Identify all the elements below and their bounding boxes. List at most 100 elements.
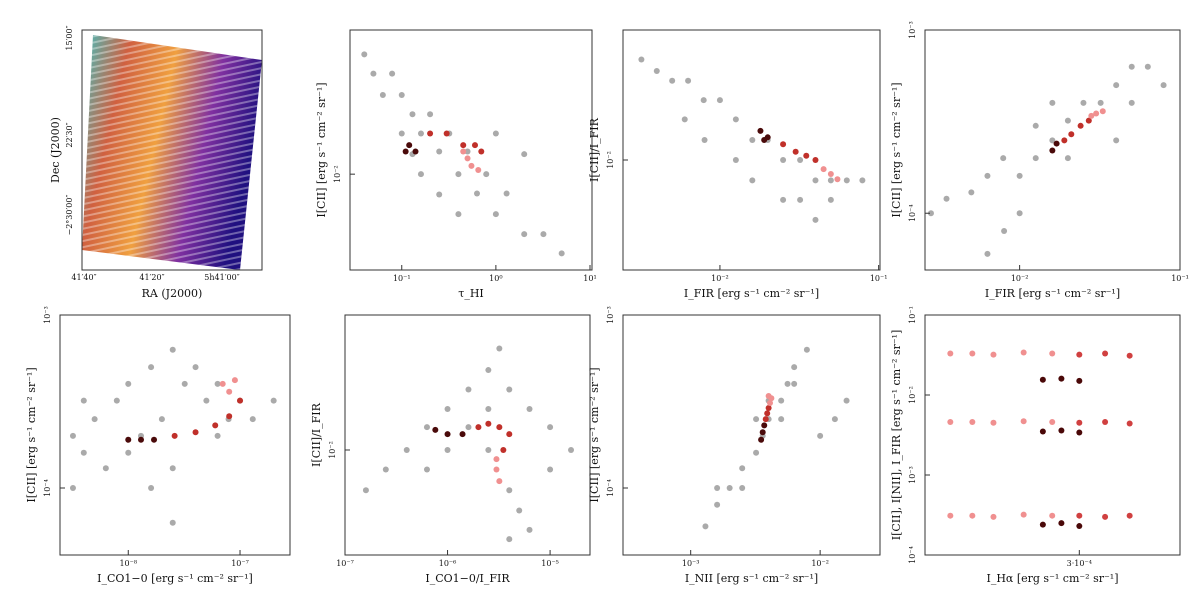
point	[1053, 140, 1060, 147]
y-tick-label: 22′30″	[65, 122, 74, 147]
point	[1058, 427, 1065, 434]
point	[125, 436, 132, 443]
point	[436, 191, 443, 198]
point	[1000, 155, 1007, 162]
point	[151, 436, 158, 443]
point	[427, 111, 434, 118]
point	[485, 446, 492, 453]
x-axis-label: I_FIR [erg s⁻¹ cm⁻² sr⁻¹]	[985, 287, 1120, 300]
point	[968, 189, 975, 196]
y-axis-label: I[CII], I[NII], I_FIR [erg s⁻¹ cm⁻² sr⁻¹…	[890, 330, 903, 541]
point	[169, 465, 176, 472]
x-tick-label: 10¹	[583, 274, 596, 283]
point	[749, 137, 756, 144]
point	[455, 171, 462, 178]
point	[506, 536, 513, 543]
x-tick-label: 41′40″	[71, 273, 96, 282]
x-tick-label: 41′20″	[139, 273, 164, 282]
y-axis-label: I[CII] [erg s⁻¹ cm⁻² sr⁻¹]	[890, 82, 903, 217]
point	[817, 432, 824, 439]
point	[460, 148, 467, 155]
y-tick-label: 10⁻¹	[908, 306, 917, 324]
point	[1049, 350, 1056, 357]
point	[969, 418, 976, 425]
point	[792, 148, 799, 155]
point	[1039, 428, 1046, 435]
point	[113, 397, 120, 404]
point	[506, 431, 513, 438]
point	[1001, 227, 1008, 234]
point	[214, 432, 221, 439]
point	[398, 130, 405, 137]
point	[500, 446, 507, 453]
point	[1020, 511, 1027, 518]
point	[1049, 147, 1056, 154]
point	[969, 512, 976, 519]
point	[778, 397, 785, 404]
point	[1126, 512, 1133, 519]
point	[492, 211, 499, 218]
point	[493, 456, 500, 463]
point	[138, 436, 145, 443]
y-tick-label: −2°30′00″	[65, 195, 74, 236]
point	[1049, 512, 1056, 519]
x-tick-label: 10⁻⁶	[439, 559, 457, 568]
point	[638, 56, 645, 63]
point	[803, 152, 810, 159]
point	[927, 210, 934, 217]
point	[459, 431, 466, 438]
point	[778, 416, 785, 423]
point	[493, 466, 500, 473]
point	[797, 196, 804, 203]
point	[547, 466, 554, 473]
point	[1058, 520, 1065, 527]
point	[80, 449, 87, 456]
y-axis-label: I[CII]/I_FIR	[588, 117, 601, 182]
x-tick-label: 10⁰	[489, 274, 502, 283]
point	[1144, 63, 1151, 70]
point	[403, 446, 410, 453]
point	[780, 141, 787, 148]
point	[398, 91, 405, 98]
point	[767, 399, 774, 406]
point	[714, 501, 721, 508]
point	[1128, 63, 1135, 70]
point	[171, 432, 178, 439]
point	[237, 397, 244, 404]
point	[148, 364, 155, 371]
point	[969, 350, 976, 357]
point	[423, 424, 430, 431]
point	[827, 196, 834, 203]
plot-frame	[924, 314, 1181, 556]
point	[444, 405, 451, 412]
point	[764, 410, 771, 417]
point	[758, 436, 765, 443]
point	[455, 211, 462, 218]
point	[1102, 418, 1109, 425]
point	[214, 380, 221, 387]
point	[506, 487, 513, 494]
y-tick-label: 10⁻³	[606, 306, 615, 324]
point	[503, 190, 510, 197]
point	[485, 405, 492, 412]
point	[732, 116, 739, 123]
plot-frame	[924, 29, 1181, 271]
y-axis-label: Dec (J2000)	[49, 117, 62, 183]
point	[1099, 108, 1106, 115]
y-tick-label: 10⁻²	[333, 165, 342, 183]
point	[827, 177, 834, 184]
point	[468, 162, 475, 169]
x-tick-label: 10⁻⁵	[541, 559, 559, 568]
point	[478, 148, 485, 155]
y-tick-label: 10⁻³	[908, 21, 917, 39]
plot-frame	[59, 314, 291, 556]
point	[389, 70, 396, 77]
point	[192, 429, 199, 436]
y-tick-label: 10⁻³	[908, 466, 917, 484]
point	[726, 485, 733, 492]
point	[69, 432, 76, 439]
point	[1058, 375, 1065, 382]
point	[1016, 172, 1023, 179]
point	[947, 350, 954, 357]
point	[791, 364, 798, 371]
